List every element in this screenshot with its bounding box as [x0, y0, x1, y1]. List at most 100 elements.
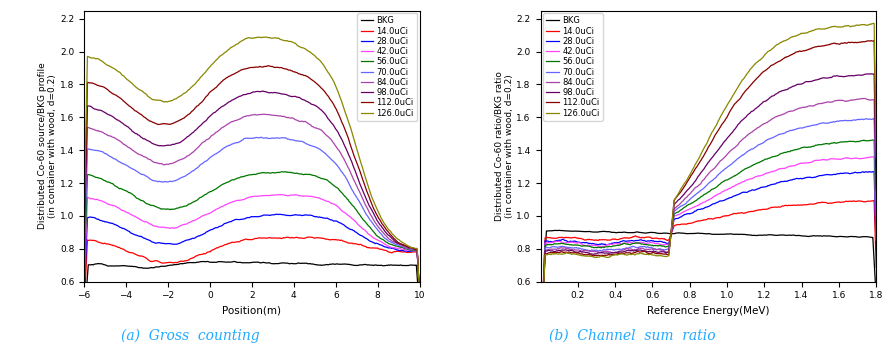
- Text: (b)  Channel  sum  ratio: (b) Channel sum ratio: [550, 329, 716, 343]
- 42.0uCi: [696, 201, 706, 206]
- 56.0uCi: [863, 139, 873, 143]
- 14.0uCi: [414, 298, 425, 302]
- 56.0uCi: [867, 138, 878, 142]
- 70.0uCi: [119, 162, 130, 166]
- 126.0uCi: [119, 75, 130, 79]
- 98.0uCi: [79, 241, 89, 246]
- 56.0uCi: [280, 170, 290, 174]
- 112.0uCi: [537, 314, 548, 319]
- 84.0uCi: [811, 102, 821, 107]
- 98.0uCi: [735, 119, 746, 124]
- 84.0uCi: [189, 150, 199, 154]
- 98.0uCi: [414, 296, 425, 301]
- 56.0uCi: [414, 297, 425, 302]
- 98.0uCi: [697, 168, 708, 172]
- 42.0uCi: [871, 238, 881, 242]
- Line: 112.0uCi: 112.0uCi: [543, 40, 876, 316]
- 84.0uCi: [537, 313, 548, 317]
- 84.0uCi: [324, 135, 335, 139]
- 14.0uCi: [79, 308, 89, 312]
- BKG: [864, 235, 874, 239]
- 56.0uCi: [537, 311, 548, 315]
- 84.0uCi: [858, 96, 869, 101]
- 84.0uCi: [79, 251, 89, 256]
- 70.0uCi: [863, 117, 873, 121]
- Legend: BKG, 14.0uCi, 28.0uCi, 42.0uCi, 56.0uCi, 70.0uCi, 84.0uCi, 98.0uCi, 112.0uCi, 12: BKG, 14.0uCi, 28.0uCi, 42.0uCi, 56.0uCi,…: [358, 13, 417, 121]
- 28.0uCi: [735, 191, 746, 195]
- 28.0uCi: [414, 298, 425, 302]
- Line: 98.0uCi: 98.0uCi: [543, 74, 876, 316]
- 42.0uCi: [275, 193, 286, 197]
- 70.0uCi: [212, 151, 222, 155]
- 42.0uCi: [869, 155, 880, 159]
- BKG: [698, 231, 709, 235]
- 56.0uCi: [291, 171, 302, 175]
- 84.0uCi: [871, 203, 881, 207]
- 98.0uCi: [537, 314, 548, 318]
- 42.0uCi: [79, 286, 89, 290]
- 14.0uCi: [696, 219, 706, 223]
- 112.0uCi: [263, 64, 273, 68]
- 112.0uCi: [869, 38, 880, 43]
- Line: 84.0uCi: 84.0uCi: [543, 99, 876, 315]
- 42.0uCi: [322, 199, 333, 203]
- Y-axis label: Distributed Co-60 source/BKG profile
(in container with wood, d=0.2): Distributed Co-60 source/BKG profile (in…: [38, 63, 58, 230]
- 112.0uCi: [811, 45, 821, 49]
- 28.0uCi: [697, 207, 708, 211]
- 28.0uCi: [79, 297, 89, 301]
- 112.0uCi: [863, 39, 873, 43]
- 98.0uCi: [865, 72, 875, 76]
- 70.0uCi: [735, 154, 746, 158]
- 98.0uCi: [322, 115, 333, 119]
- 14.0uCi: [189, 256, 199, 260]
- Line: 28.0uCi: 28.0uCi: [543, 172, 876, 310]
- 70.0uCi: [291, 139, 302, 143]
- 56.0uCi: [696, 195, 706, 199]
- Line: 42.0uCi: 42.0uCi: [84, 195, 419, 299]
- 42.0uCi: [537, 310, 548, 314]
- Line: 14.0uCi: 14.0uCi: [543, 201, 876, 309]
- 98.0uCi: [119, 123, 130, 127]
- Line: 28.0uCi: 28.0uCi: [84, 214, 419, 300]
- BKG: [812, 234, 822, 238]
- BKG: [719, 232, 729, 236]
- 42.0uCi: [811, 158, 821, 163]
- 56.0uCi: [189, 200, 199, 204]
- 98.0uCi: [257, 89, 267, 93]
- 98.0uCi: [291, 95, 302, 99]
- 112.0uCi: [212, 84, 222, 89]
- 126.0uCi: [811, 27, 821, 31]
- Line: BKG: BKG: [543, 230, 876, 306]
- 98.0uCi: [696, 170, 706, 175]
- Y-axis label: Distributed Co-60 ratio/BKG ratio
(in container with wood, d=0.2): Distributed Co-60 ratio/BKG ratio (in co…: [494, 71, 513, 221]
- 126.0uCi: [697, 148, 708, 152]
- 28.0uCi: [863, 170, 873, 174]
- 28.0uCi: [811, 175, 821, 179]
- BKG: [324, 263, 335, 267]
- 98.0uCi: [811, 78, 821, 82]
- 84.0uCi: [258, 112, 268, 117]
- BKG: [537, 303, 548, 308]
- 70.0uCi: [718, 169, 728, 173]
- 84.0uCi: [718, 157, 728, 161]
- BKG: [189, 260, 199, 265]
- 42.0uCi: [324, 200, 335, 204]
- Line: 42.0uCi: 42.0uCi: [543, 157, 876, 312]
- 42.0uCi: [414, 297, 425, 301]
- 112.0uCi: [119, 100, 130, 104]
- 56.0uCi: [119, 188, 130, 192]
- 14.0uCi: [718, 214, 728, 218]
- BKG: [291, 262, 302, 266]
- 28.0uCi: [322, 216, 333, 220]
- 70.0uCi: [414, 297, 425, 301]
- 14.0uCi: [290, 235, 301, 240]
- Line: 84.0uCi: 84.0uCi: [84, 114, 419, 300]
- 70.0uCi: [811, 123, 821, 127]
- 70.0uCi: [322, 153, 333, 157]
- 28.0uCi: [119, 227, 130, 231]
- 126.0uCi: [79, 216, 89, 220]
- Text: (a)  Gross  counting: (a) Gross counting: [121, 328, 259, 343]
- 112.0uCi: [79, 229, 89, 233]
- BKG: [414, 309, 425, 314]
- 70.0uCi: [256, 135, 266, 139]
